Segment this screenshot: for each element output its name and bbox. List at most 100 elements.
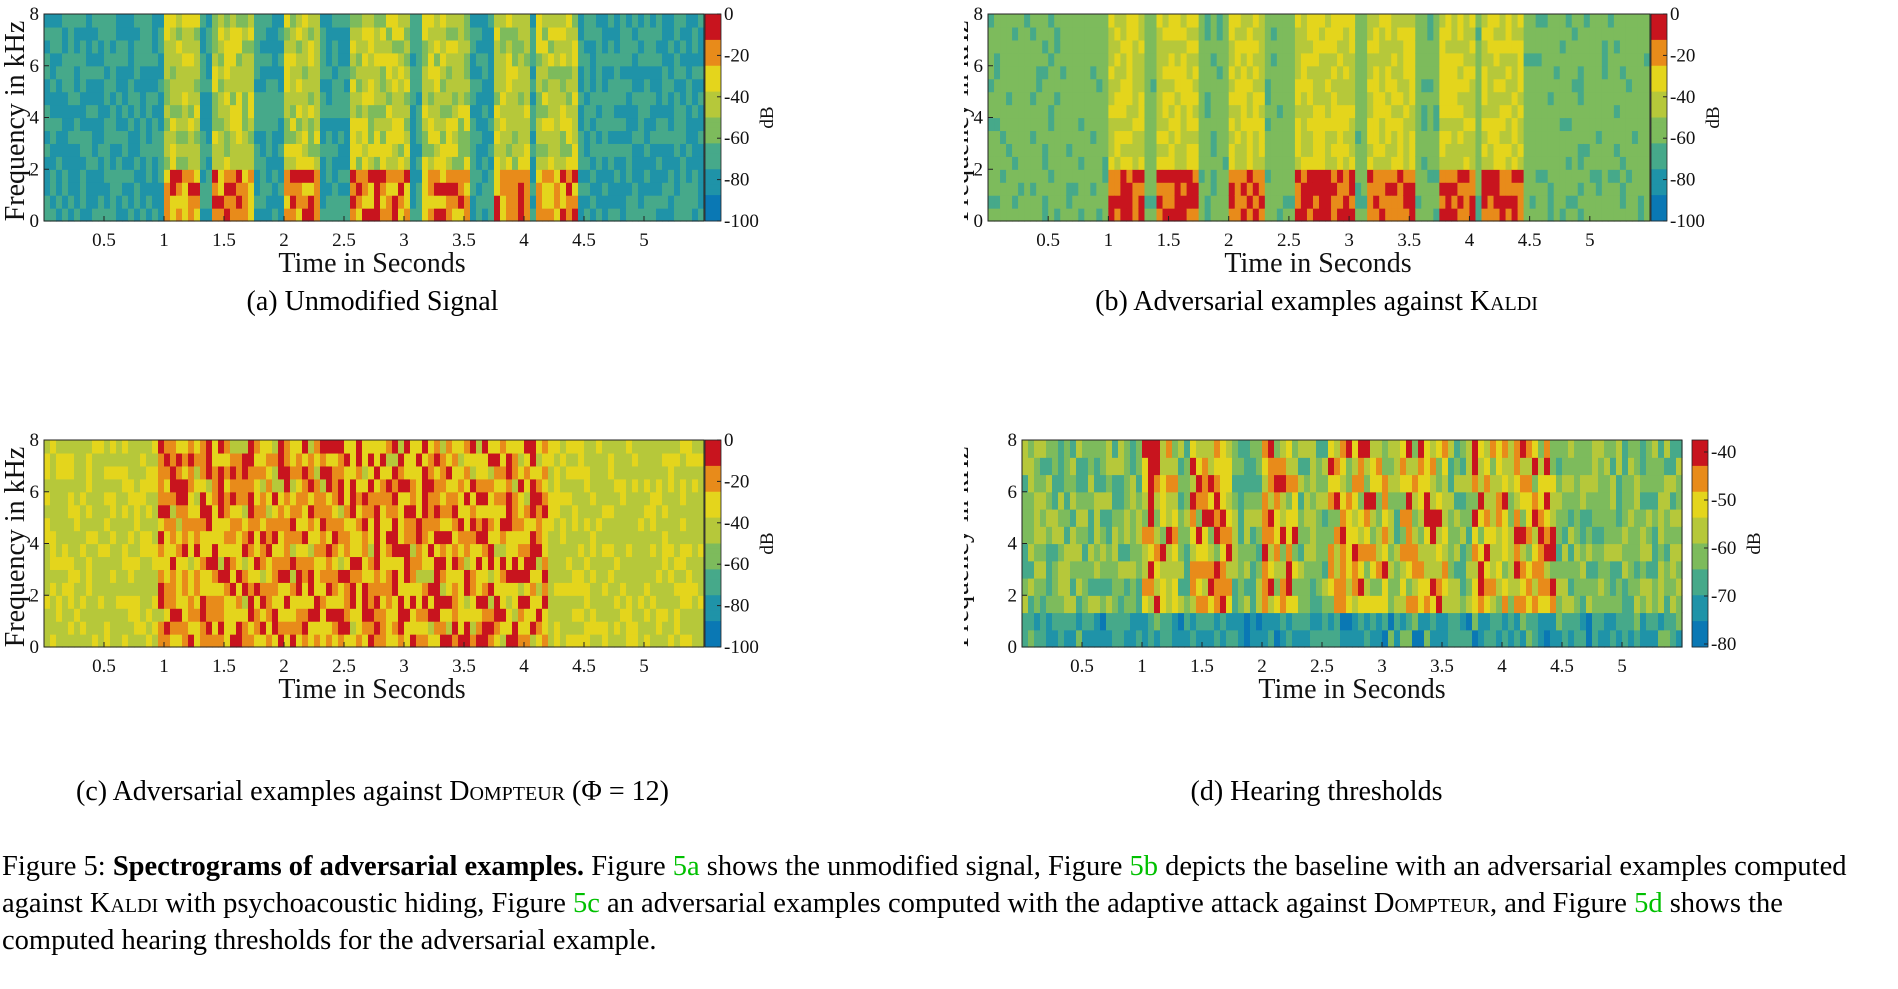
spectrogram-cell bbox=[1072, 104, 1079, 119]
spectrogram-cell bbox=[50, 143, 57, 157]
spectrogram-cell bbox=[1547, 182, 1555, 196]
spectrogram-cell bbox=[362, 530, 369, 545]
spectrogram-cell bbox=[1108, 39, 1115, 54]
spectrogram-cell bbox=[314, 26, 321, 41]
spectrogram-cell bbox=[1306, 52, 1314, 67]
spectrogram-cell bbox=[1613, 26, 1621, 41]
spectrogram-cell bbox=[350, 491, 357, 506]
spectrogram-cell bbox=[506, 117, 513, 132]
spectrogram-cell bbox=[272, 130, 279, 144]
spectrogram-cell bbox=[1258, 78, 1266, 93]
spectrogram-cell bbox=[1481, 182, 1489, 196]
spectrogram-cell bbox=[128, 621, 135, 635]
spectrogram-cell bbox=[1102, 14, 1109, 28]
spectrogram-cell bbox=[1102, 26, 1109, 41]
spectrogram-cell bbox=[1367, 104, 1374, 119]
spectrogram-cell bbox=[260, 117, 267, 132]
spectrogram-cell bbox=[1631, 26, 1639, 41]
spectrogram-cell bbox=[1024, 130, 1031, 144]
spectrogram-cell bbox=[338, 440, 345, 454]
subcaption-b: (b) Adversarial examples against Kaldi bbox=[964, 286, 1669, 318]
spectrogram-cell bbox=[248, 465, 255, 480]
spectrogram-cell bbox=[584, 39, 591, 54]
spectrogram-cell bbox=[56, 208, 63, 222]
spectrogram-cell bbox=[158, 465, 165, 480]
spectrogram-cell bbox=[308, 517, 315, 532]
spectrogram-cell bbox=[1523, 117, 1531, 132]
spectrogram-cell bbox=[140, 504, 147, 519]
spectrogram-cell bbox=[1511, 52, 1519, 67]
spectrogram-cell bbox=[320, 117, 327, 132]
spectrogram-cell bbox=[110, 78, 117, 93]
spectrogram-cell bbox=[74, 504, 81, 519]
spectrogram-cell bbox=[560, 117, 567, 132]
spectrogram-cell bbox=[1439, 195, 1446, 209]
spectrogram-cell bbox=[1415, 104, 1422, 119]
spectrogram-cell bbox=[530, 195, 537, 209]
spectrogram-cell bbox=[1355, 182, 1362, 196]
spectrogram-cell bbox=[92, 517, 99, 532]
spectrogram-cell bbox=[1162, 143, 1170, 157]
spectrogram-cell bbox=[692, 182, 699, 196]
spectrogram-cell bbox=[1006, 52, 1013, 67]
spectrogram-cell bbox=[1264, 156, 1272, 170]
spectrogram-cell bbox=[1373, 169, 1380, 183]
spectrogram-cell bbox=[1415, 39, 1422, 54]
spectrogram-cell bbox=[332, 156, 339, 170]
spectrogram-cell bbox=[44, 104, 51, 119]
spectrogram-cell bbox=[1102, 39, 1109, 54]
spectrogram-cell bbox=[92, 543, 99, 558]
spectrogram-cell bbox=[458, 530, 465, 545]
spectrogram-cell bbox=[608, 52, 615, 67]
spectrogram-cell bbox=[368, 465, 375, 480]
spectrogram-cell bbox=[1523, 65, 1531, 80]
spectrogram-cell bbox=[98, 440, 105, 454]
spectrogram-cell bbox=[506, 608, 513, 622]
spectrogram-cell bbox=[1619, 104, 1627, 119]
spectrogram-cell bbox=[692, 26, 699, 41]
spectrogram-cell bbox=[1024, 14, 1031, 28]
spectrogram-cell bbox=[440, 530, 447, 545]
spectrogram-cell bbox=[1607, 208, 1615, 222]
spectrogram-cell bbox=[74, 491, 81, 506]
spectrogram-cell bbox=[584, 117, 591, 132]
spectrogram-cell bbox=[1000, 143, 1007, 157]
spectrogram-cell bbox=[428, 440, 435, 454]
spectrogram-cell bbox=[1138, 130, 1146, 144]
colorbar-segment bbox=[705, 143, 721, 150]
spectrogram-cell bbox=[200, 582, 207, 596]
spectrogram-cell bbox=[1631, 169, 1639, 183]
spectrogram-cell bbox=[524, 52, 531, 67]
spectrogram-cell bbox=[284, 91, 291, 106]
spectrogram-cell bbox=[428, 465, 435, 480]
spectrogram-cell bbox=[1541, 39, 1549, 54]
spectrogram-cell bbox=[668, 78, 675, 93]
spectrogram-cell bbox=[1481, 39, 1489, 54]
spectrogram-cell bbox=[1234, 117, 1242, 132]
spectrogram-cell bbox=[212, 452, 219, 467]
spectrogram-cell bbox=[1397, 26, 1404, 41]
colorbar-segment bbox=[705, 14, 721, 20]
spectrogram-cell bbox=[332, 195, 339, 209]
spectrogram-cell bbox=[1469, 14, 1477, 28]
spectrogram-cell bbox=[464, 478, 471, 493]
spectrogram-cell bbox=[50, 621, 57, 635]
spectrogram-cell bbox=[314, 608, 321, 622]
spectrogram-cell bbox=[1391, 14, 1398, 28]
spectrogram-cell bbox=[416, 556, 423, 570]
spectrogram-cell bbox=[398, 465, 405, 480]
spectrogram-cell bbox=[1006, 195, 1013, 209]
spectrogram-cell bbox=[272, 582, 279, 596]
spectrogram-cell bbox=[1186, 143, 1194, 157]
spectrogram-cell bbox=[452, 452, 459, 467]
spectrogram-cell bbox=[326, 26, 333, 41]
spectrogram-cell bbox=[1565, 195, 1573, 209]
spectrogram-cell bbox=[1457, 14, 1465, 28]
spectrogram-cell bbox=[44, 14, 51, 28]
spectrogram-cell bbox=[416, 478, 423, 493]
spectrogram-cell bbox=[1090, 39, 1097, 54]
colorbar-segment bbox=[705, 184, 721, 191]
spectrogram-cell bbox=[452, 52, 459, 67]
spectrogram-cell bbox=[80, 143, 87, 157]
spectrogram-cell bbox=[434, 556, 441, 570]
